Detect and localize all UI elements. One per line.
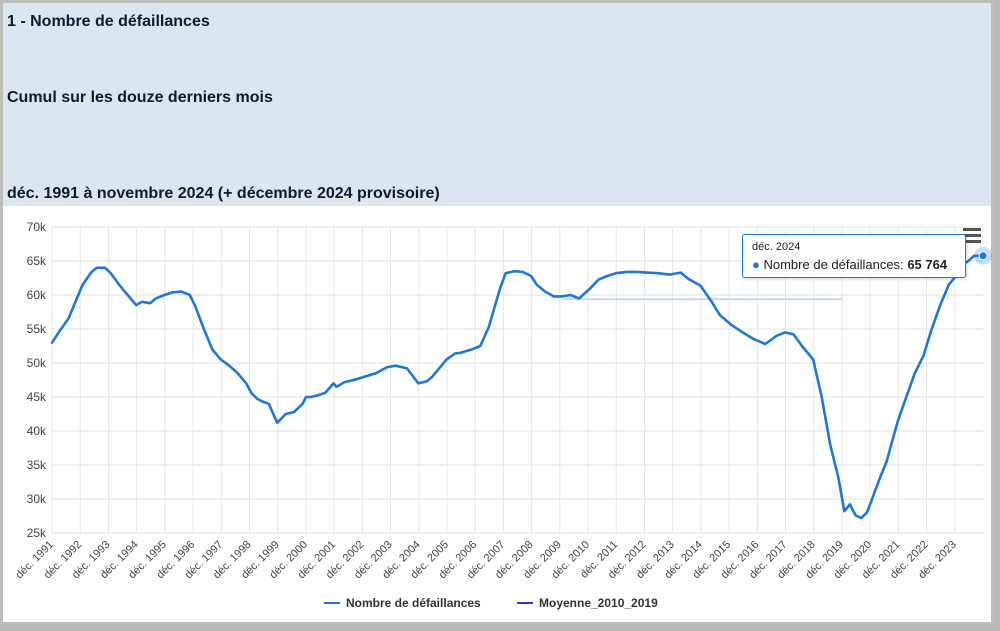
y-tick-label: 35k bbox=[27, 458, 47, 472]
hover-point[interactable] bbox=[978, 251, 988, 261]
y-tick-label: 50k bbox=[27, 356, 47, 370]
y-tick-label: 25k bbox=[27, 526, 47, 540]
chart-subtitle: Cumul sur les douze derniers mois bbox=[7, 89, 273, 106]
chart-period: déc. 1991 à novembre 2024 (+ décembre 20… bbox=[7, 185, 440, 202]
series-defaillances-line bbox=[50, 254, 985, 520]
tooltip-series-name: Nombre de défaillances: bbox=[763, 257, 904, 272]
tooltip-date: déc. 2024 bbox=[752, 241, 801, 253]
y-tick-label: 70k bbox=[27, 220, 47, 234]
tooltip-line: ● Nombre de défaillances: 65 764 bbox=[752, 257, 947, 272]
y-tick-label: 60k bbox=[27, 288, 47, 302]
tooltip-value: 65 764 bbox=[907, 257, 948, 272]
tooltip-series-dot: ● bbox=[752, 257, 760, 272]
y-tick-label: 55k bbox=[27, 322, 47, 336]
y-tick-label: 65k bbox=[27, 254, 47, 268]
chart-title: 1 - Nombre de défaillances bbox=[7, 13, 210, 30]
legend-label-defaillances[interactable]: Nombre de défaillances bbox=[346, 596, 481, 610]
chart-header: 1 - Nombre de défaillances Cumul sur les… bbox=[3, 3, 991, 206]
y-tick-label: 45k bbox=[27, 390, 47, 404]
chart-tooltip: déc. 2024 ● Nombre de défaillances: 65 7… bbox=[742, 234, 966, 278]
y-tick-label: 40k bbox=[27, 424, 47, 438]
legend-label-moyenne[interactable]: Moyenne_2010_2019 bbox=[539, 596, 658, 610]
chart-menu-icon[interactable] bbox=[963, 228, 981, 244]
y-tick-label: 30k bbox=[27, 492, 47, 506]
